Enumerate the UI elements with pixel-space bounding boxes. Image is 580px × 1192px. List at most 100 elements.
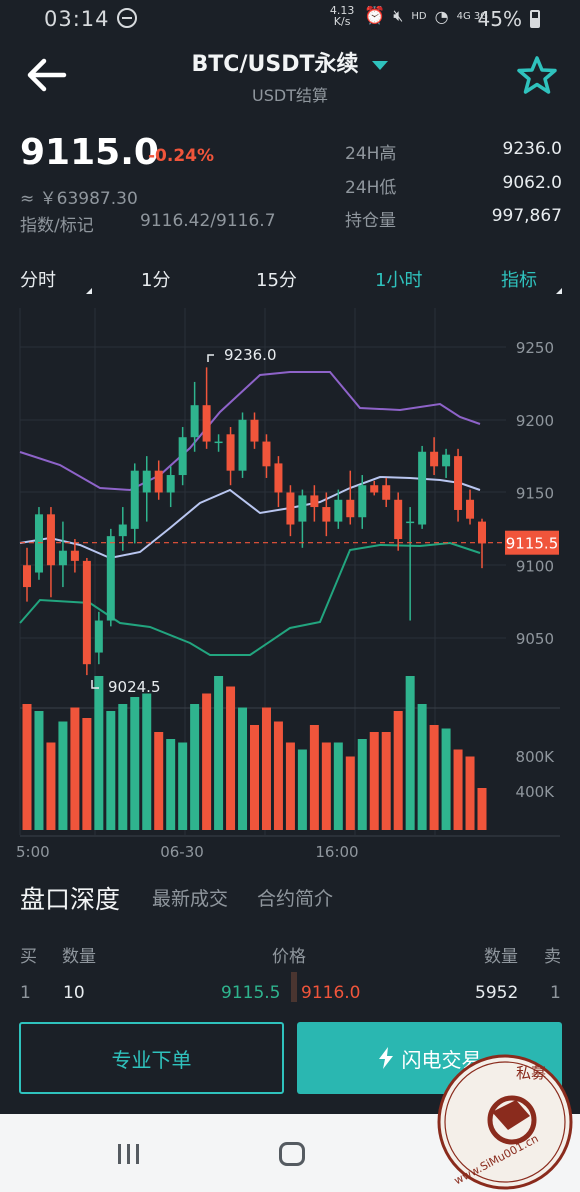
last-price-tag [505,530,559,555]
stat-value-low: 9062.0 [502,173,562,193]
back-arrow-icon[interactable] [24,55,68,95]
candle-body [214,441,223,444]
candle-body [322,507,331,522]
x-tick-label: 16:00 [315,843,358,861]
do-not-disturb-icon [117,8,137,28]
stat-label-high: 24H高 [345,144,397,164]
volume-bar [142,693,152,830]
home-icon[interactable] [279,1142,305,1166]
volume-bar [429,725,439,830]
candle-body [358,485,367,518]
low-price-label: 9024.5 [108,678,161,696]
volume-bar [94,676,104,830]
volume-bar [309,725,319,830]
volume-bar [190,704,200,830]
candle-body [226,434,235,471]
candle-body [94,620,103,653]
tab-dropdown-icon [86,288,92,294]
x-tick-label: 06-30 [160,843,204,861]
favorite-star-icon[interactable] [516,54,558,96]
candle-body [118,524,127,537]
ask-price[interactable]: 9116.0 [301,983,361,1003]
candle-body [310,495,319,508]
volume-bar [369,732,379,830]
volume-bar [417,704,427,830]
bid-price[interactable]: 9115.5 [221,983,281,1003]
volume-tick-label: 800K [516,748,556,766]
tab-1hour[interactable]: 1小时 [375,270,423,291]
low-marker-icon [91,680,99,689]
hd-icon: HD [411,10,427,22]
volume-tick-label: 400K [516,783,556,801]
volume-bar [381,732,391,830]
volume-bar [321,742,331,830]
stat-value-high: 9236.0 [502,139,562,159]
volume-bar [393,711,403,830]
candle-body [346,499,355,518]
y-tick-label: 9250 [516,339,554,357]
indicator-dropdown-icon [556,288,562,294]
candle-body [142,470,151,493]
index-mark-label: 指数/标记 [20,216,94,236]
stat-label-oi: 持仓量 [345,211,396,231]
candle-body [466,499,475,519]
candle-body [286,492,295,525]
symbol-selector[interactable]: BTC/USDT永续 [0,46,580,78]
volume-bar [250,725,259,830]
buy-qty: 10 [63,983,85,1003]
x-tick-label: 5:00 [16,843,50,861]
price-change: -0.24% [148,146,215,166]
candle-body [190,405,199,438]
volume-bar [202,693,212,830]
pro-order-button[interactable]: 专业下单 [19,1022,284,1094]
tab-depth[interactable]: 盘口深度 [20,885,121,914]
lightning-icon [378,1047,393,1069]
candle-body [418,451,427,525]
tab-indicators[interactable]: 指标 [501,270,537,291]
y-tick-label: 9100 [516,557,554,575]
tab-timeshare[interactable]: 分时 [20,270,56,291]
last-price: 9115.0 [20,132,159,173]
tab-15min[interactable]: 15分 [256,270,297,291]
volume-bar [357,739,367,830]
candle-body [430,451,439,467]
volume-bar [166,739,176,830]
volume-bar [118,704,128,830]
tab-contract-info[interactable]: 合约简介 [257,888,334,910]
symbol-title: BTC/USDT永续 [191,52,359,77]
candle-body [370,485,379,493]
volume-bar [34,711,44,830]
recent-apps-icon[interactable] [116,1143,142,1165]
tab-latest-trades[interactable]: 最新成交 [152,888,229,910]
volume-bar [70,707,80,830]
volume-bar [214,676,224,830]
spread-divider [291,972,297,1002]
volume-bar [405,676,415,830]
volume-bar [22,704,32,830]
tab-1min[interactable]: 1分 [141,270,171,291]
wifi-icon: ◔ [434,6,449,26]
boll-upper-line [19,371,481,492]
dropdown-caret-icon [372,60,389,70]
kline-chart[interactable]: 9250 9200 9150 9100 9050 800K 400K 5:00 06-30 16:… [0,300,580,865]
volume-bar [82,718,92,830]
index-mark-value: 9116.42/9116.7 [140,211,276,231]
candle-body [130,470,139,529]
volume-bar [154,732,164,830]
status-time: 03:14 [44,7,110,31]
candle-body [238,419,247,471]
buy-level: 1 [20,983,31,1003]
volume-bar [477,788,487,830]
candle-body [478,521,486,544]
network-speed: 4.13 K/s [329,4,355,28]
sell-header: 卖 [544,947,561,967]
buy-header: 买 [20,947,37,967]
battery-percent: 45% [477,7,522,31]
y-tick-label: 9150 [516,485,554,503]
watermark-seal: 私募 www.SiMu001.cn [437,1054,573,1190]
volume-bar [285,742,295,830]
signal-icon: 4G 3G [456,10,488,22]
candle-body [58,550,67,566]
candle-body [394,499,403,540]
candle-body [406,521,415,524]
